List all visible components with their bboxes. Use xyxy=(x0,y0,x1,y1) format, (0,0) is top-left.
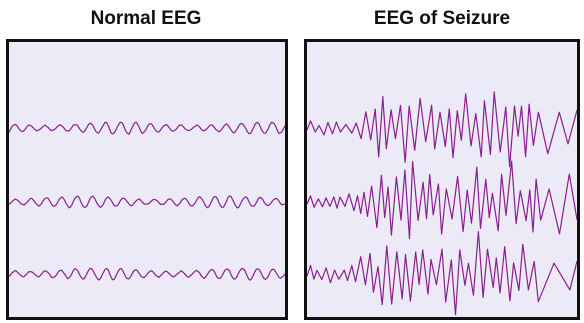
seizure-eeg-channel-1 xyxy=(307,91,577,168)
seizure-eeg-panel xyxy=(304,39,580,320)
normal-eeg-channel-3 xyxy=(9,267,285,281)
seizure-eeg-traces xyxy=(307,91,577,316)
seizure-eeg-channel-2 xyxy=(307,160,577,240)
seizure-eeg-channel-3 xyxy=(307,231,577,316)
normal-eeg-traces xyxy=(9,121,285,281)
normal-eeg-panel xyxy=(6,39,288,320)
seizure-eeg-title: EEG of Seizure xyxy=(373,8,511,29)
normal-eeg-title: Normal EEG xyxy=(90,8,202,29)
normal-eeg-channel-1 xyxy=(9,121,285,135)
normal-eeg-channel-2 xyxy=(9,195,285,209)
